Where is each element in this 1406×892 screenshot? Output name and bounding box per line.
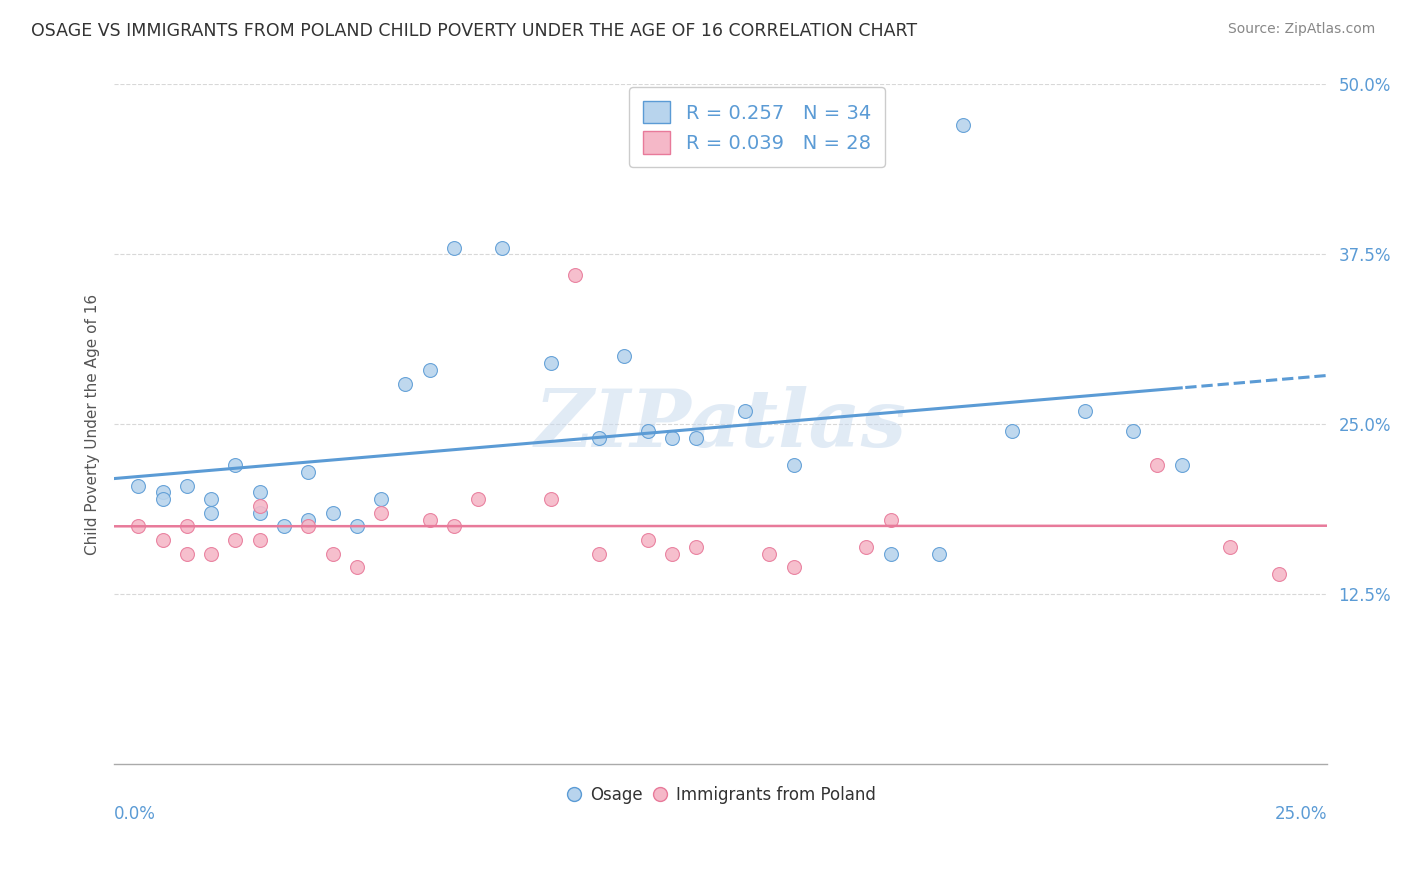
Point xyxy=(685,540,707,554)
Point xyxy=(782,560,804,574)
Point xyxy=(249,506,271,520)
Point xyxy=(1073,403,1095,417)
Point xyxy=(152,492,174,507)
Point xyxy=(322,547,344,561)
Point xyxy=(588,431,610,445)
Point xyxy=(200,492,222,507)
Text: OSAGE VS IMMIGRANTS FROM POLAND CHILD POVERTY UNDER THE AGE OF 16 CORRELATION CH: OSAGE VS IMMIGRANTS FROM POLAND CHILD PO… xyxy=(31,22,917,40)
Point xyxy=(297,465,319,479)
Point xyxy=(249,499,271,513)
Point xyxy=(127,478,149,492)
Text: 0.0%: 0.0% xyxy=(114,805,156,823)
Point xyxy=(952,118,974,132)
Point xyxy=(928,547,950,561)
Point xyxy=(249,533,271,547)
Point xyxy=(491,241,513,255)
Point xyxy=(661,431,683,445)
Point xyxy=(734,403,756,417)
Point xyxy=(613,350,636,364)
Point xyxy=(467,492,489,507)
Point xyxy=(685,431,707,445)
Point xyxy=(176,519,198,533)
Point xyxy=(152,485,174,500)
Point xyxy=(127,519,149,533)
Point xyxy=(661,547,683,561)
Point xyxy=(346,519,368,533)
Point xyxy=(224,458,246,472)
Point xyxy=(297,512,319,526)
Point xyxy=(394,376,416,391)
Point xyxy=(1219,540,1241,554)
Point xyxy=(879,512,901,526)
Point xyxy=(249,485,271,500)
Point xyxy=(370,492,392,507)
Point xyxy=(1122,424,1144,438)
Point xyxy=(540,492,562,507)
Point xyxy=(1267,566,1289,581)
Point xyxy=(176,547,198,561)
Y-axis label: Child Poverty Under the Age of 16: Child Poverty Under the Age of 16 xyxy=(86,293,100,555)
Point xyxy=(176,478,198,492)
Point xyxy=(370,506,392,520)
Point xyxy=(879,547,901,561)
Point xyxy=(540,356,562,370)
Point xyxy=(419,512,441,526)
Point xyxy=(637,533,659,547)
Text: Source: ZipAtlas.com: Source: ZipAtlas.com xyxy=(1227,22,1375,37)
Point xyxy=(224,533,246,547)
Point xyxy=(200,547,222,561)
Point xyxy=(564,268,586,282)
Point xyxy=(443,519,465,533)
Point xyxy=(322,506,344,520)
Point xyxy=(346,560,368,574)
Point xyxy=(297,519,319,533)
Point xyxy=(200,506,222,520)
Point xyxy=(855,540,877,554)
Point xyxy=(782,458,804,472)
Point xyxy=(273,519,295,533)
Point xyxy=(637,424,659,438)
Point xyxy=(588,547,610,561)
Point xyxy=(152,533,174,547)
Legend: Osage, Immigrants from Poland: Osage, Immigrants from Poland xyxy=(558,779,883,810)
Point xyxy=(1146,458,1168,472)
Point xyxy=(1170,458,1192,472)
Point xyxy=(443,241,465,255)
Text: ZIPatlas: ZIPatlas xyxy=(534,385,907,463)
Point xyxy=(419,363,441,377)
Point xyxy=(1001,424,1024,438)
Text: 25.0%: 25.0% xyxy=(1275,805,1327,823)
Point xyxy=(758,547,780,561)
